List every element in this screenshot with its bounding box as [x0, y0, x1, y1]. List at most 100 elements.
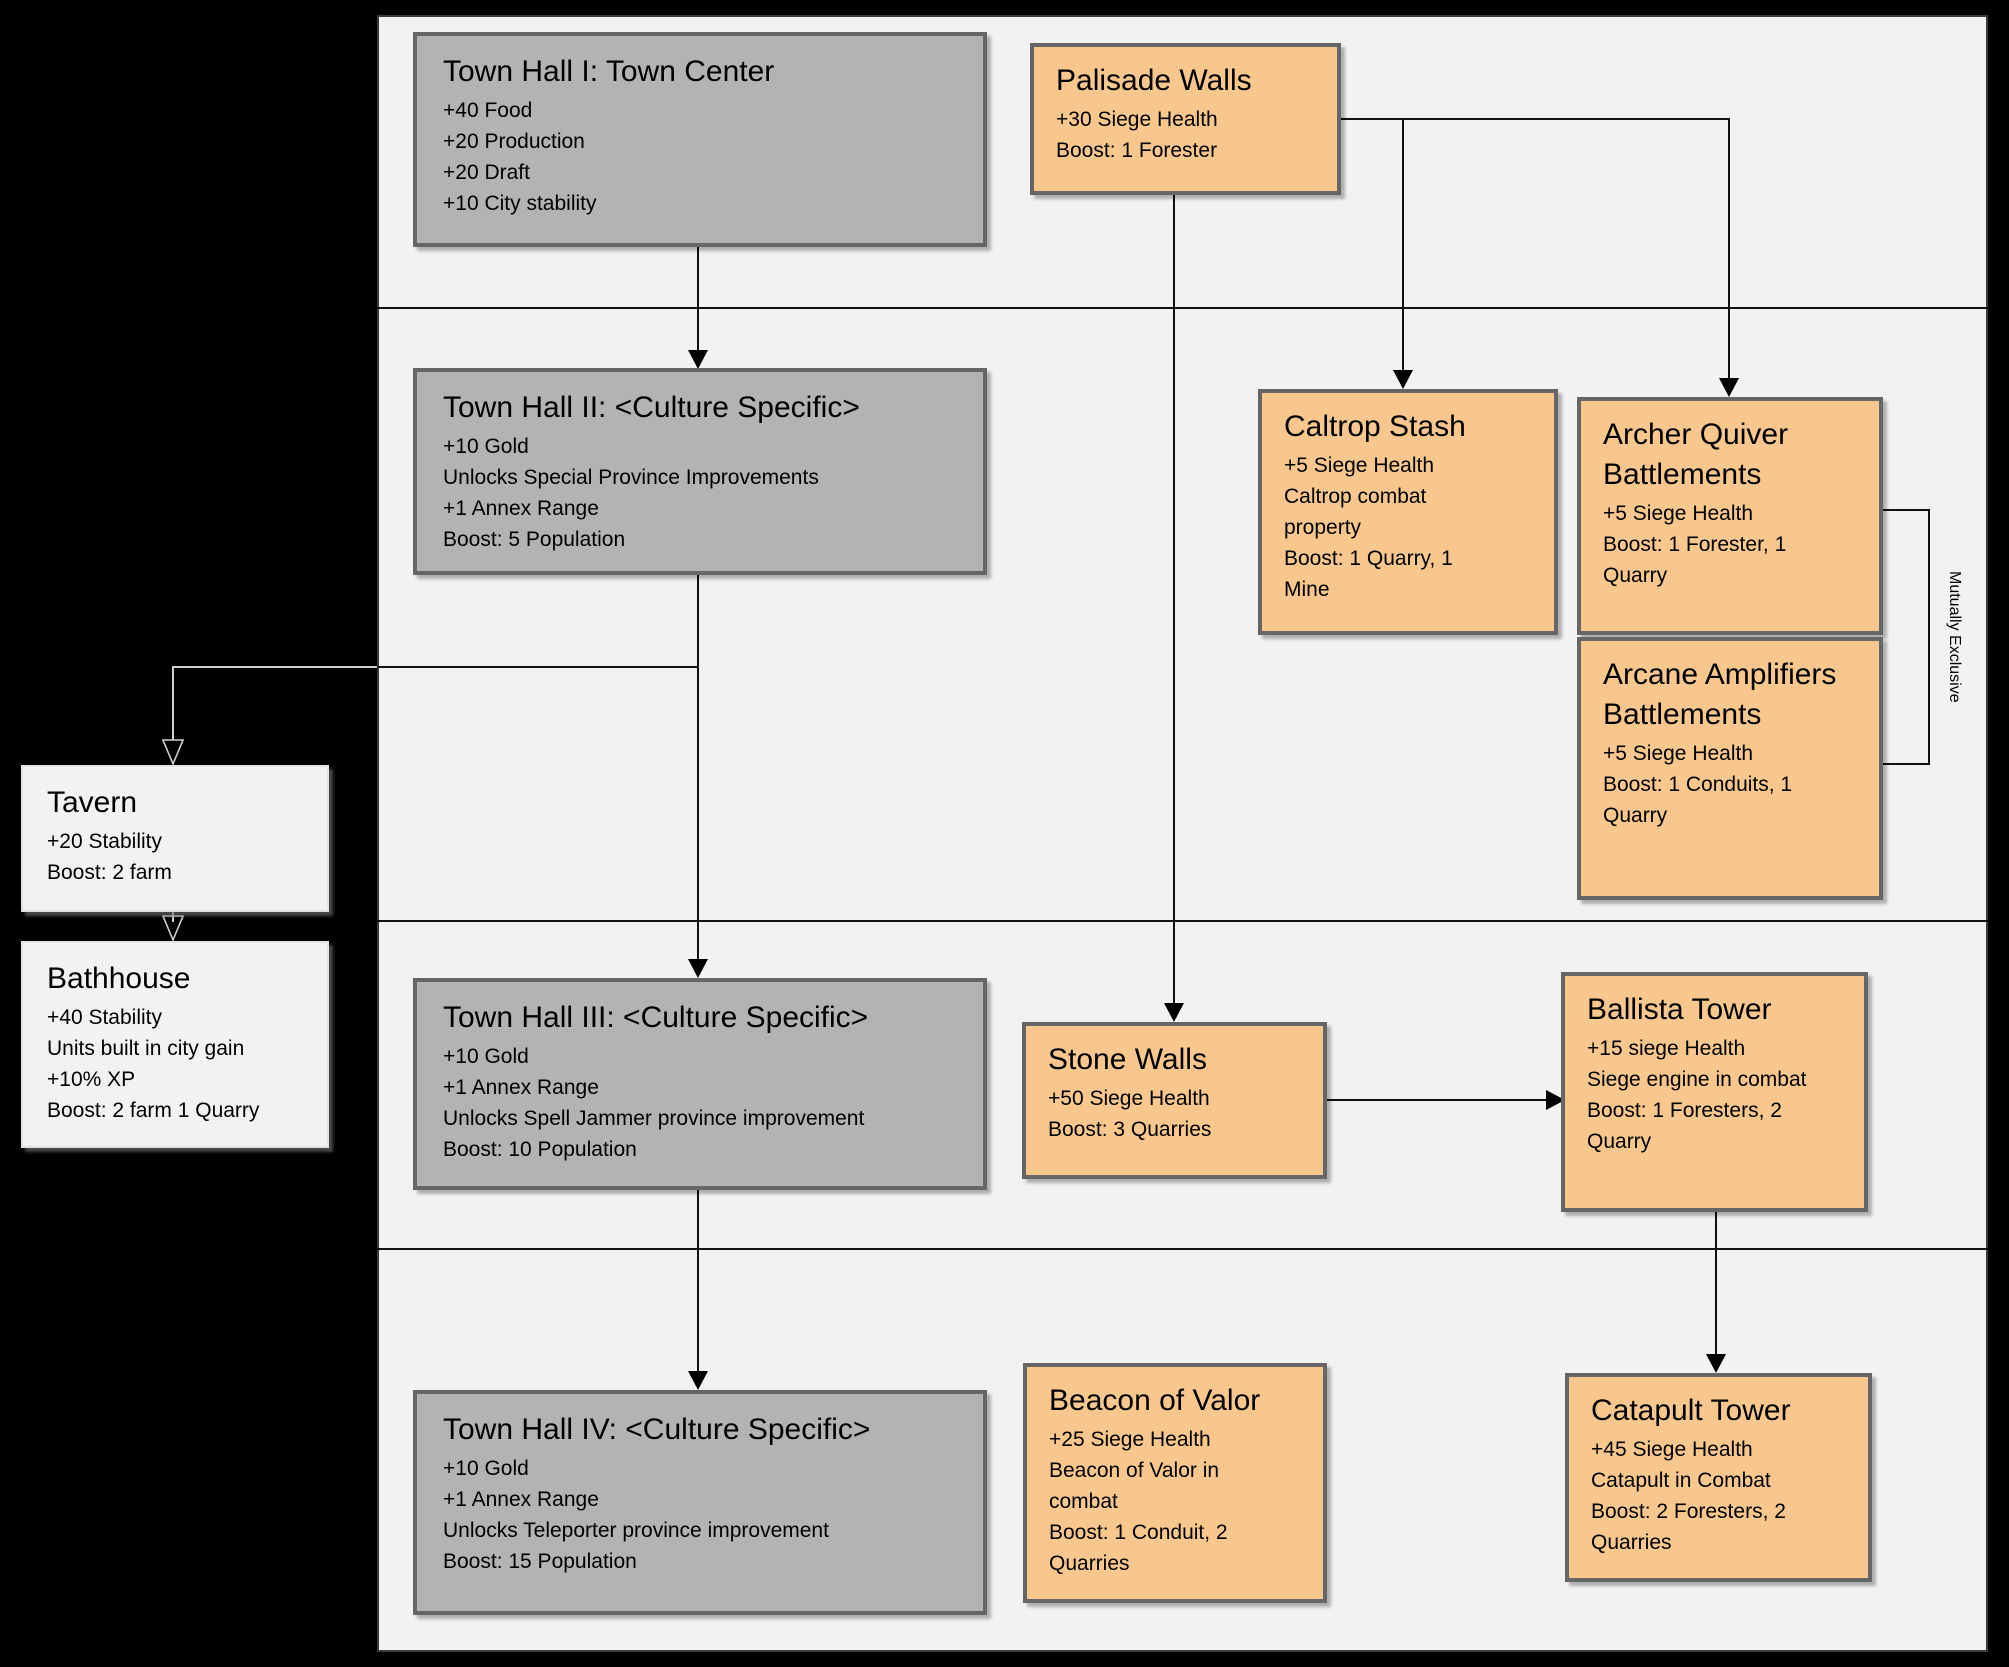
node-title: Town Hall II: <Culture Specific>	[443, 391, 860, 424]
node-archer-quiver-battlements[interactable]: Archer Quiver Battlements +5 Siege Healt…	[1577, 397, 1883, 635]
stat-line: +20 Draft	[443, 161, 530, 184]
edge-palisade-archer	[1728, 118, 1730, 379]
stat-line: Boost: 2 Foresters, 2 Quarries	[1591, 1500, 1786, 1554]
node-title: Town Hall I: Town Center	[443, 55, 775, 88]
node-town-hall-4[interactable]: Town Hall IV: <Culture Specific> +10 Gol…	[413, 1390, 987, 1615]
stat-line: Unlocks Spell Jammer province improvemen…	[443, 1107, 865, 1130]
stat-line: Unlocks Special Province Improvements	[443, 466, 819, 489]
stat-line: Boost: 1 Quarry, 1 Mine	[1284, 547, 1453, 601]
arrowhead-townhall2	[688, 350, 708, 369]
stat-line: Boost: 10 Population	[443, 1138, 637, 1161]
stat-line: Boost: 1 Foresters, 2 Quarry	[1587, 1099, 1782, 1153]
edge-stonewalls-ballista	[1327, 1099, 1547, 1101]
stat-line: Beacon of Valor in combat	[1049, 1459, 1220, 1513]
stat-line: Boost: 1 Conduits, 1 Quarry	[1603, 773, 1793, 827]
stat-line: +45 Siege Health	[1591, 1438, 1753, 1461]
mutually-exclusive-label: Mutually Exclusive	[1946, 571, 1963, 703]
edge-townhall2-townhall3	[697, 575, 699, 960]
stat-line: Boost: 1 Forester	[1056, 139, 1218, 162]
edge-tavern-bathhouse	[172, 912, 174, 922]
stat-line: Boost: 1 Forester, 1 Quarry	[1603, 533, 1787, 587]
node-town-hall-3[interactable]: Town Hall III: <Culture Specific> +10 Go…	[413, 978, 987, 1190]
stat-line: Boost: 1 Conduit, 2 Quarries	[1049, 1521, 1228, 1575]
stat-line: +10 City stability	[443, 192, 597, 215]
node-stats: +30 Siege Health Boost: 1 Forester	[1056, 104, 1315, 166]
stat-line: +1 Annex Range	[443, 497, 599, 520]
stat-line: +50 Siege Health	[1048, 1087, 1210, 1110]
stat-line: +25 Siege Health	[1049, 1428, 1211, 1451]
stat-line: +5 Siege Health	[1284, 454, 1435, 477]
arrowhead-stonewalls	[1164, 1003, 1184, 1022]
tier-divider-1	[377, 307, 1988, 309]
stat-line: Unlocks Teleporter province improvement	[443, 1519, 829, 1542]
node-title: Town Hall III: <Culture Specific>	[443, 1001, 869, 1034]
node-title: Arcane Amplifiers Battlements	[1603, 658, 1837, 731]
node-stats: +5 Siege Health Boost: 1 Forester, 1 Quar…	[1603, 498, 1857, 591]
node-stats: +40 Food +20 Production +20 Draft +10 City …	[443, 95, 957, 219]
node-title: Town Hall IV: <Culture Specific>	[443, 1413, 871, 1446]
arrowhead-ballista	[1546, 1090, 1565, 1110]
edge-palisade-stonewalls	[1173, 195, 1175, 1004]
arrowhead-bathhouse	[161, 915, 185, 942]
node-town-hall-1[interactable]: Town Hall I: Town Center +40 Food +20 Pro…	[413, 32, 987, 247]
stat-line: +10 Gold	[443, 1457, 529, 1480]
node-title: Ballista Tower	[1587, 993, 1772, 1026]
tier-divider-3	[377, 1248, 1988, 1250]
arrowhead-tavern	[161, 739, 185, 766]
node-title: Caltrop Stash	[1284, 410, 1466, 443]
edge-ballista-catapult	[1715, 1212, 1717, 1355]
node-bathhouse[interactable]: Bathhouse +40 Stability Units built in ci…	[21, 941, 329, 1148]
stat-line: +20 Production	[443, 130, 585, 153]
node-title: Bathhouse	[47, 962, 191, 995]
stat-line: +10 Gold	[443, 1045, 529, 1068]
node-title: Beacon of Valor	[1049, 1384, 1261, 1417]
edge-palisade-caltrop	[1402, 118, 1404, 371]
node-title: Palisade Walls	[1056, 64, 1252, 97]
node-title: Catapult Tower	[1591, 1394, 1791, 1427]
stat-line: Boost: 2 farm 1 Quarry	[47, 1099, 260, 1122]
stat-line: +20 Stability	[47, 830, 162, 853]
arrowhead-catapult	[1706, 1354, 1726, 1373]
node-title: Archer Quiver Battlements	[1603, 418, 1789, 491]
node-stats: +45 Siege Health Catapult in Combat Boost:…	[1591, 1434, 1846, 1558]
node-title: Stone Walls	[1048, 1043, 1207, 1076]
arrowhead-archer	[1719, 378, 1739, 397]
stat-line: +5 Siege Health	[1603, 502, 1754, 525]
bracket-top	[1883, 509, 1930, 511]
tier-divider-2	[377, 920, 1988, 922]
arrowhead-townhall3	[688, 959, 708, 978]
node-palisade-walls[interactable]: Palisade Walls +30 Siege Health Boost: 1 …	[1030, 43, 1341, 195]
stat-line: Boost: 5 Population	[443, 528, 626, 551]
stat-line: Siege engine in combat	[1587, 1068, 1807, 1091]
stat-line: Caltrop combat property	[1284, 485, 1427, 539]
node-stats: +10 Gold +1 Annex Range Unlocks Teleporter…	[443, 1453, 957, 1577]
edge-townhall1-townhall2	[697, 247, 699, 350]
node-tavern[interactable]: Tavern +20 Stability Boost: 2 farm	[21, 765, 329, 912]
node-stats: +15 siege Health Siege engine in combat Bo…	[1587, 1033, 1842, 1157]
node-stats: +20 Stability Boost: 2 farm	[47, 826, 303, 888]
node-stone-walls[interactable]: Stone Walls +50 Siege Health Boost: 3 Qua…	[1022, 1022, 1327, 1179]
node-ballista-tower[interactable]: Ballista Tower +15 siege Health Siege eng…	[1561, 972, 1868, 1212]
node-stats: +25 Siege Health Beacon of Valor in comba…	[1049, 1424, 1301, 1579]
arrowhead-townhall4	[688, 1371, 708, 1390]
node-stats: +5 Siege Health Caltrop combat property Bo…	[1284, 450, 1532, 605]
stat-line: +1 Annex Range	[443, 1076, 599, 1099]
edge-townhall2-tavern-outside	[172, 666, 377, 668]
stat-line: Units built in city gain +10% XP	[47, 1037, 245, 1091]
node-beacon-of-valor[interactable]: Beacon of Valor +25 Siege Health Beacon o…	[1023, 1363, 1327, 1603]
stat-line: Boost: 15 Population	[443, 1550, 637, 1573]
bracket-side	[1928, 509, 1930, 765]
stat-line: +15 siege Health	[1587, 1037, 1746, 1060]
arrowhead-caltrop	[1393, 370, 1413, 389]
stat-line: Boost: 3 Quarries	[1048, 1118, 1212, 1141]
node-caltrop-stash[interactable]: Caltrop Stash +5 Siege Health Caltrop com…	[1258, 389, 1558, 635]
edge-townhall2-tavern-inside	[377, 666, 699, 668]
node-stats: +10 Gold Unlocks Special Province Improve…	[443, 431, 957, 555]
stat-line: +30 Siege Health	[1056, 108, 1218, 131]
stat-line: +10 Gold	[443, 435, 529, 458]
node-town-hall-2[interactable]: Town Hall II: <Culture Specific> +10 Gol…	[413, 368, 987, 575]
node-arcane-amplifiers-battlements[interactable]: Arcane Amplifiers Battlements +5 Siege H…	[1577, 637, 1883, 900]
node-catapult-tower[interactable]: Catapult Tower +45 Siege Health Catapult …	[1565, 1373, 1872, 1582]
edge-palisade-branch	[1341, 118, 1730, 120]
